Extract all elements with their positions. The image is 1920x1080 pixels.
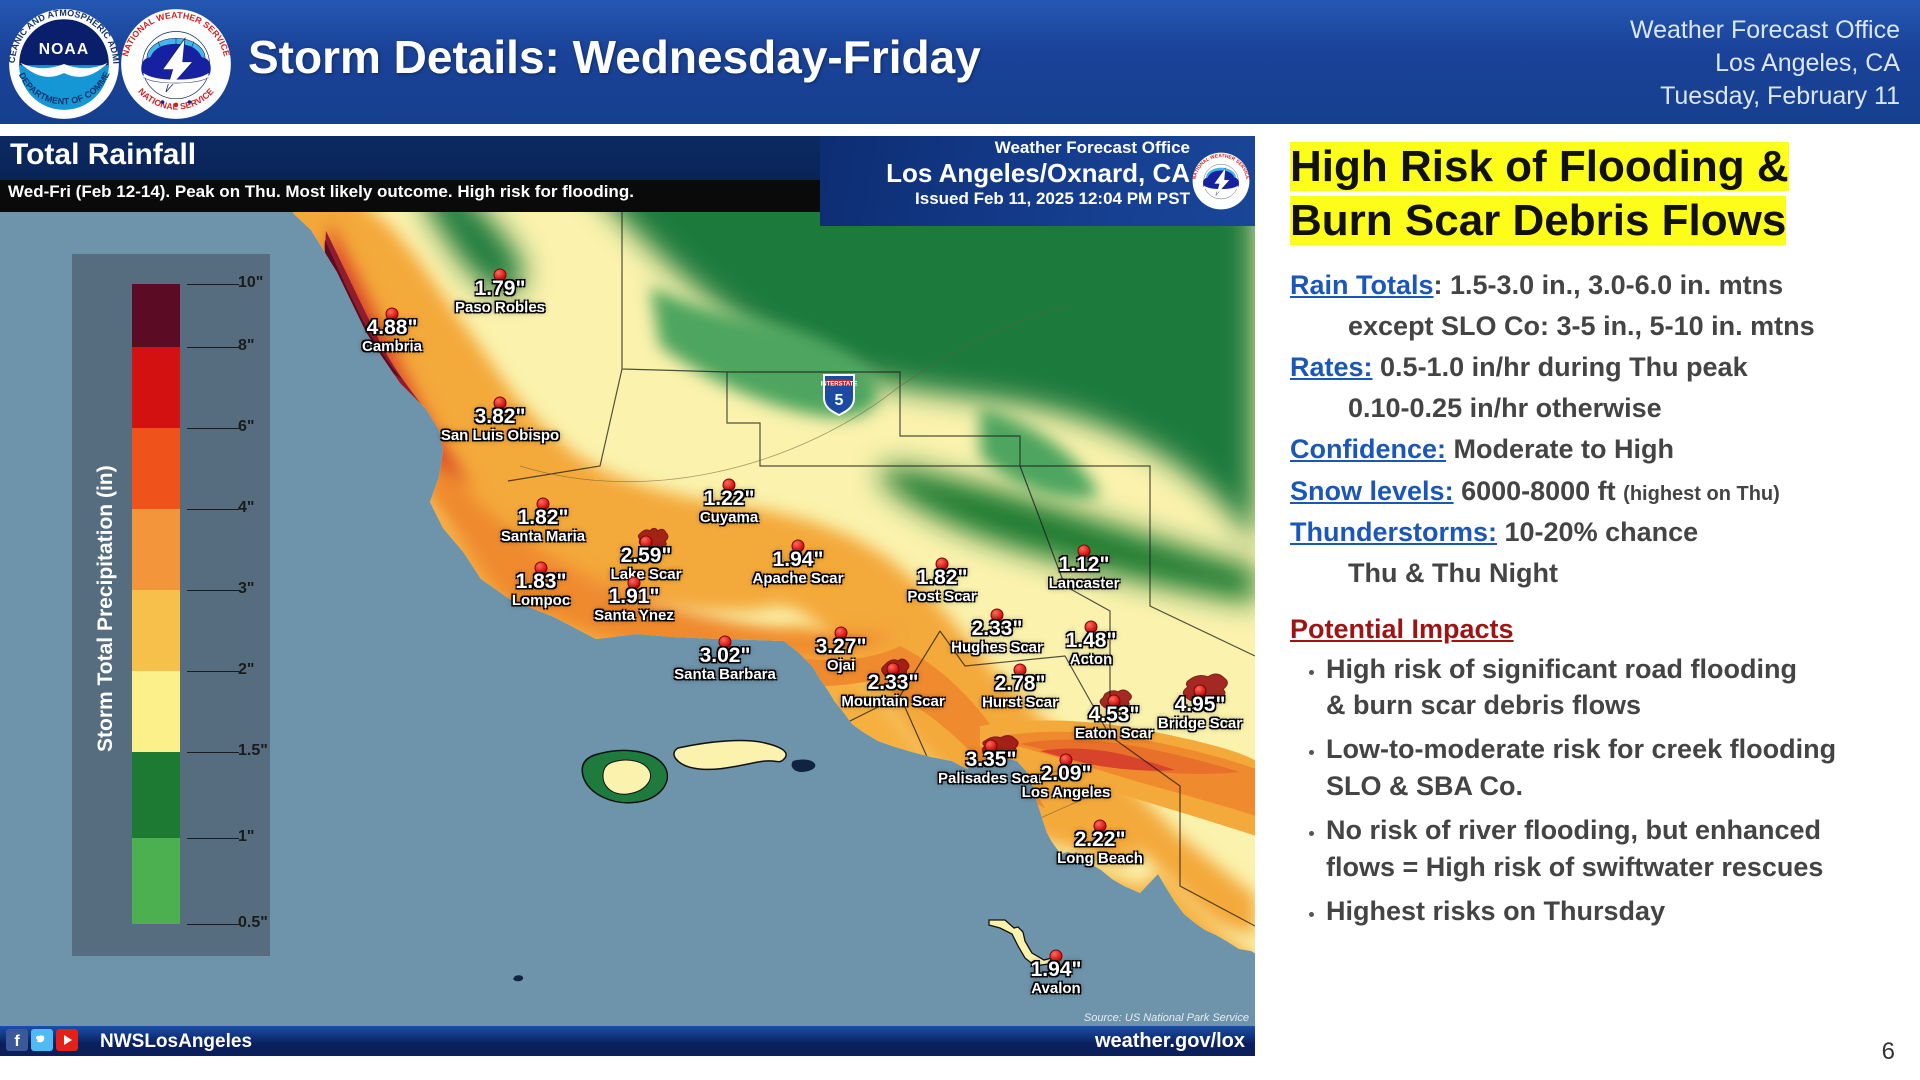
svg-text:f: f	[14, 1033, 20, 1050]
svg-text:NOAA: NOAA	[39, 41, 90, 58]
svg-text:INTERSTATE: INTERSTATE	[821, 382, 858, 388]
svg-text:5: 5	[835, 392, 844, 409]
